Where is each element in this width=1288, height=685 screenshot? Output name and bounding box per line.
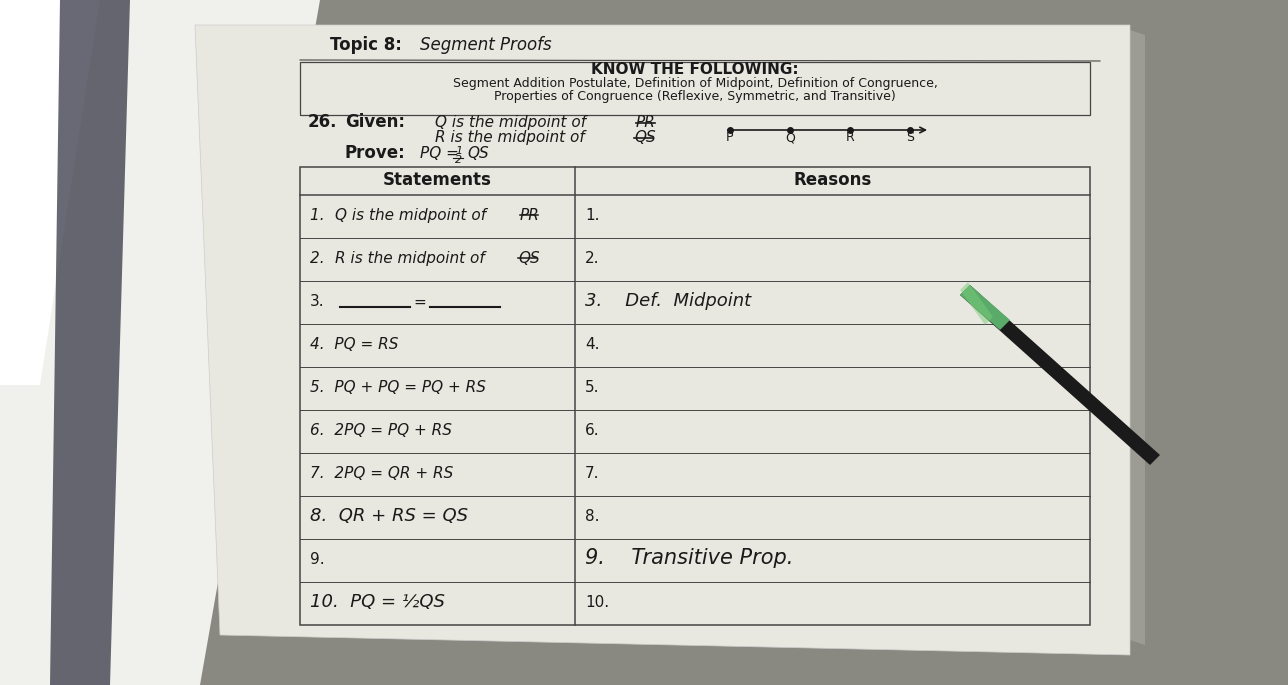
- Text: Given:: Given:: [345, 113, 404, 131]
- Text: Topic 8:: Topic 8:: [330, 36, 402, 54]
- Text: 2.: 2.: [585, 251, 599, 266]
- Text: 10.: 10.: [585, 595, 609, 610]
- Text: PQ =: PQ =: [420, 146, 464, 161]
- Text: 2.: 2.: [310, 251, 335, 266]
- Polygon shape: [960, 282, 993, 325]
- Text: R is the midpoint of: R is the midpoint of: [435, 130, 590, 145]
- Text: P: P: [726, 131, 734, 144]
- Text: 4.  PQ = RS: 4. PQ = RS: [310, 337, 398, 352]
- Text: S: S: [905, 131, 914, 144]
- Polygon shape: [50, 0, 130, 685]
- Text: R: R: [846, 131, 854, 144]
- Text: KNOW THE FOLLOWING:: KNOW THE FOLLOWING:: [591, 62, 799, 77]
- Text: Reasons: Reasons: [793, 171, 872, 189]
- Text: PR: PR: [520, 208, 540, 223]
- Text: Q is the midpoint of: Q is the midpoint of: [435, 115, 591, 130]
- Text: Statements: Statements: [383, 171, 492, 189]
- Text: 2: 2: [455, 155, 462, 165]
- Text: 9.    Transitive Prop.: 9. Transitive Prop.: [585, 548, 793, 568]
- Text: 7.: 7.: [585, 466, 599, 481]
- Text: Segment Addition Postulate, Definition of Midpoint, Definition of Congruence,: Segment Addition Postulate, Definition o…: [452, 77, 938, 90]
- Polygon shape: [1115, 25, 1145, 645]
- Text: 7.  2PQ = QR + RS: 7. 2PQ = QR + RS: [310, 466, 453, 481]
- Polygon shape: [0, 0, 319, 685]
- Text: 10.  PQ = ½QS: 10. PQ = ½QS: [310, 593, 444, 611]
- Text: 9.: 9.: [310, 552, 325, 567]
- Text: =: =: [413, 295, 426, 310]
- Text: QS: QS: [518, 251, 540, 266]
- Text: 1.: 1.: [310, 208, 335, 223]
- Text: 5.  PQ + PQ = PQ + RS: 5. PQ + PQ = PQ + RS: [310, 380, 486, 395]
- Text: 1: 1: [455, 146, 462, 156]
- Text: 6.  2PQ = PQ + RS: 6. 2PQ = PQ + RS: [310, 423, 452, 438]
- Text: 5.: 5.: [585, 380, 599, 395]
- Text: Segment Proofs: Segment Proofs: [420, 36, 551, 54]
- Text: 4.: 4.: [585, 337, 599, 352]
- Text: 26.: 26.: [308, 113, 337, 131]
- Text: 3.    Def.  Midpoint: 3. Def. Midpoint: [585, 292, 751, 310]
- Text: R is the midpoint of: R is the midpoint of: [335, 251, 489, 266]
- Text: 6.: 6.: [585, 423, 600, 438]
- Polygon shape: [0, 0, 100, 385]
- Text: 8.: 8.: [585, 509, 599, 524]
- Text: 1.: 1.: [585, 208, 599, 223]
- Text: Prove:: Prove:: [345, 144, 406, 162]
- Polygon shape: [960, 285, 1160, 465]
- Text: QS: QS: [468, 146, 488, 161]
- Polygon shape: [194, 25, 1130, 655]
- Text: Q is the midpoint of: Q is the midpoint of: [335, 208, 491, 223]
- Polygon shape: [960, 285, 1010, 330]
- Text: 8.  QR + RS = QS: 8. QR + RS = QS: [310, 507, 468, 525]
- Text: QS: QS: [634, 130, 656, 145]
- Text: PR: PR: [636, 115, 656, 130]
- Text: Properties of Congruence (Reflexive, Symmetric, and Transitive): Properties of Congruence (Reflexive, Sym…: [495, 90, 896, 103]
- Text: Q: Q: [786, 131, 795, 144]
- Text: 3.: 3.: [310, 294, 325, 309]
